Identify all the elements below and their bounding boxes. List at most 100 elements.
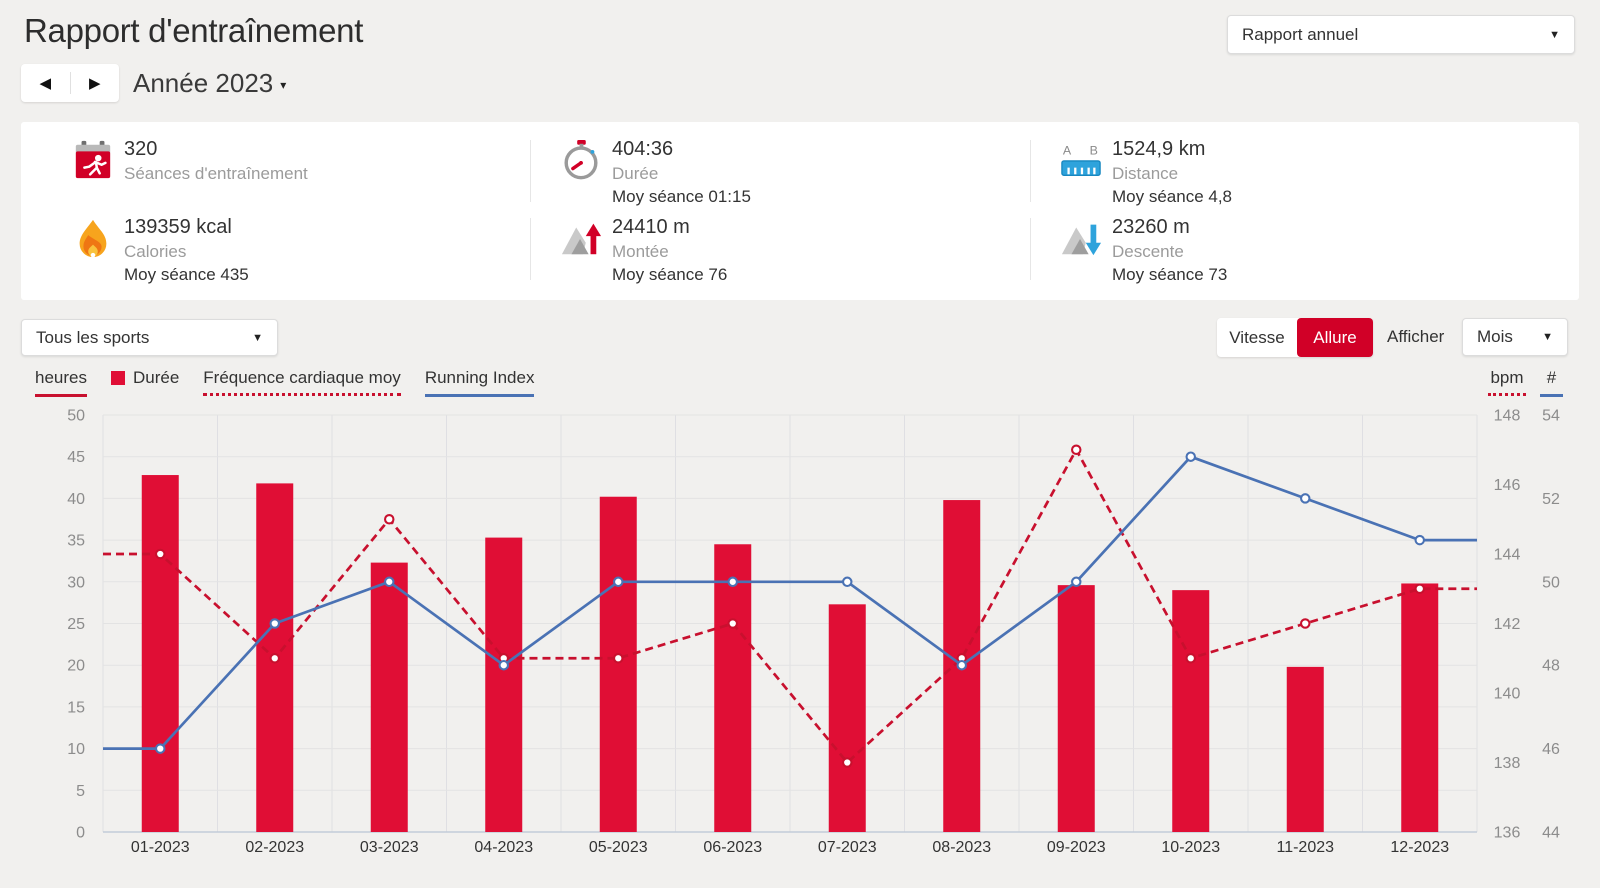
- period-label: Année 2023: [133, 68, 274, 98]
- svg-text:44: 44: [1542, 825, 1560, 842]
- svg-text:10: 10: [67, 741, 85, 758]
- svg-text:54: 54: [1542, 408, 1560, 425]
- nav-divider: [69, 72, 71, 94]
- svg-text:35: 35: [67, 533, 85, 550]
- legend-duree: Durée: [110, 368, 180, 388]
- svg-text:12-2023: 12-2023: [1390, 839, 1449, 856]
- svg-text:04-2023: 04-2023: [474, 839, 533, 856]
- svg-text:09-2023: 09-2023: [1047, 839, 1106, 856]
- svg-text:02-2023: 02-2023: [245, 839, 304, 856]
- svg-text:30: 30: [67, 574, 85, 591]
- svg-text:03-2023: 03-2023: [360, 839, 419, 856]
- chevron-down-icon: ▼: [1542, 331, 1553, 343]
- svg-text:20: 20: [67, 658, 85, 675]
- summary-card: 320 Séances d'entraînement 404:36 Durée …: [21, 122, 1579, 300]
- stat-label: Descente: [1112, 242, 1184, 261]
- svg-text:11-2023: 11-2023: [1276, 839, 1334, 856]
- svg-text:148: 148: [1494, 408, 1521, 425]
- svg-text:01-2023: 01-2023: [131, 839, 190, 856]
- bpm-axis-title: bpm: [1488, 368, 1526, 396]
- sport-filter-select[interactable]: Tous les sports ▼: [21, 319, 278, 356]
- svg-text:A: A: [1063, 143, 1072, 157]
- stat-ascent: 24410 m Montée Moy séance 76: [530, 212, 1030, 290]
- svg-text:06-2023: 06-2023: [703, 839, 762, 856]
- stat-label: Montée: [612, 242, 669, 261]
- svg-text:52: 52: [1542, 491, 1560, 508]
- interval-value: Mois: [1477, 327, 1513, 346]
- interval-select[interactable]: Mois ▼: [1462, 318, 1568, 356]
- svg-text:25: 25: [67, 616, 85, 633]
- legend-running-index: Running Index: [424, 368, 535, 397]
- calendar-run-icon: [72, 139, 114, 181]
- svg-text:144: 144: [1494, 547, 1521, 564]
- left-axis-title: heures: [35, 368, 87, 397]
- sport-filter-value: Tous les sports: [36, 327, 150, 347]
- page-title: Rapport d'entraînement: [24, 12, 364, 49]
- index-axis-title: #: [1540, 368, 1563, 397]
- stat-average: Moy séance 01:15: [612, 187, 751, 206]
- svg-text:0: 0: [76, 825, 85, 842]
- stat-label: Calories: [124, 242, 187, 261]
- chart-svg: 0 5 10 15 20 25 30 35 40 45 50 136 138 140 142 144 146 14…: [67, 408, 1560, 857]
- svg-text:146: 146: [1494, 477, 1521, 494]
- caret-down-icon: ▾: [280, 78, 287, 92]
- stat-value: 320: [124, 138, 158, 160]
- next-period-button[interactable]: ▶: [71, 64, 120, 102]
- stat-value: 24410 m: [612, 216, 690, 238]
- descent-icon: [1060, 217, 1102, 259]
- svg-text:46: 46: [1542, 741, 1560, 758]
- flame-icon: [72, 217, 114, 259]
- vitesse-button[interactable]: Vitesse: [1217, 318, 1297, 357]
- afficher-label: Afficher: [1387, 327, 1445, 346]
- stat-value: 139359 kcal: [124, 216, 232, 238]
- report-type-value: Rapport annuel: [1242, 24, 1359, 44]
- legend-frequence-cardiaque: Fréquence cardiaque moy: [203, 368, 401, 396]
- svg-text:140: 140: [1494, 686, 1521, 703]
- svg-text:5: 5: [76, 783, 85, 800]
- svg-text:138: 138: [1494, 755, 1521, 772]
- svg-text:15: 15: [67, 699, 85, 716]
- period-nav: ◀ ▶: [21, 64, 119, 102]
- svg-text:05-2023: 05-2023: [589, 839, 648, 856]
- allure-button[interactable]: Allure: [1297, 318, 1373, 357]
- period-dropdown[interactable]: Année 2023 ▾: [133, 68, 286, 99]
- stat-value: 1524,9 km: [1112, 138, 1206, 160]
- chart-legend: heures Durée Fréquence cardiaque moy Run…: [35, 368, 535, 397]
- speed-pace-toggle: Vitesse Allure: [1217, 318, 1373, 357]
- svg-text:50: 50: [1542, 574, 1560, 591]
- distance-ruler-icon: A B: [1060, 139, 1102, 181]
- stat-distance: A B 1524,9 km Distance Moy séance 4,8: [1030, 134, 1579, 212]
- stat-average: Moy séance 76: [612, 265, 728, 284]
- svg-text:B: B: [1090, 143, 1098, 157]
- legend-duree-label: Durée: [132, 368, 180, 387]
- chevron-down-icon: ▼: [252, 331, 263, 344]
- svg-text:07-2023: 07-2023: [818, 839, 877, 856]
- svg-text:48: 48: [1542, 658, 1560, 675]
- stat-descent: 23260 m Descente Moy séance 73: [1030, 212, 1579, 290]
- stat-average: Moy séance 435: [124, 265, 249, 284]
- stat-label: Séances d'entraînement: [124, 164, 308, 183]
- stat-value: 23260 m: [1112, 216, 1190, 238]
- chart-area: heures Durée Fréquence cardiaque moy Run…: [0, 358, 1600, 883]
- svg-text:08-2023: 08-2023: [932, 839, 991, 856]
- svg-text:142: 142: [1494, 616, 1521, 633]
- prev-period-button[interactable]: ◀: [21, 64, 70, 102]
- stat-average: Moy séance 73: [1112, 265, 1228, 284]
- svg-text:50: 50: [67, 408, 85, 425]
- stat-average: Moy séance 4,8: [1112, 187, 1233, 206]
- stat-calories: 139359 kcal Calories Moy séance 435: [21, 212, 530, 290]
- svg-text:40: 40: [67, 491, 85, 508]
- svg-text:136: 136: [1494, 825, 1521, 842]
- stat-value: 404:36: [612, 138, 674, 160]
- report-type-select[interactable]: Rapport annuel ▼: [1227, 15, 1575, 54]
- chevron-down-icon: ▼: [1549, 28, 1560, 41]
- stat-sessions: 320 Séances d'entraînement: [21, 134, 530, 212]
- ascent-icon: [560, 217, 602, 259]
- duree-swatch: [110, 371, 125, 385]
- stat-duration: 404:36 Durée Moy séance 01:15: [530, 134, 1030, 212]
- svg-text:45: 45: [67, 449, 85, 466]
- stopwatch-icon: [560, 139, 602, 181]
- stat-label: Durée: [612, 164, 659, 183]
- stat-label: Distance: [1112, 164, 1179, 183]
- svg-text:10-2023: 10-2023: [1161, 839, 1220, 856]
